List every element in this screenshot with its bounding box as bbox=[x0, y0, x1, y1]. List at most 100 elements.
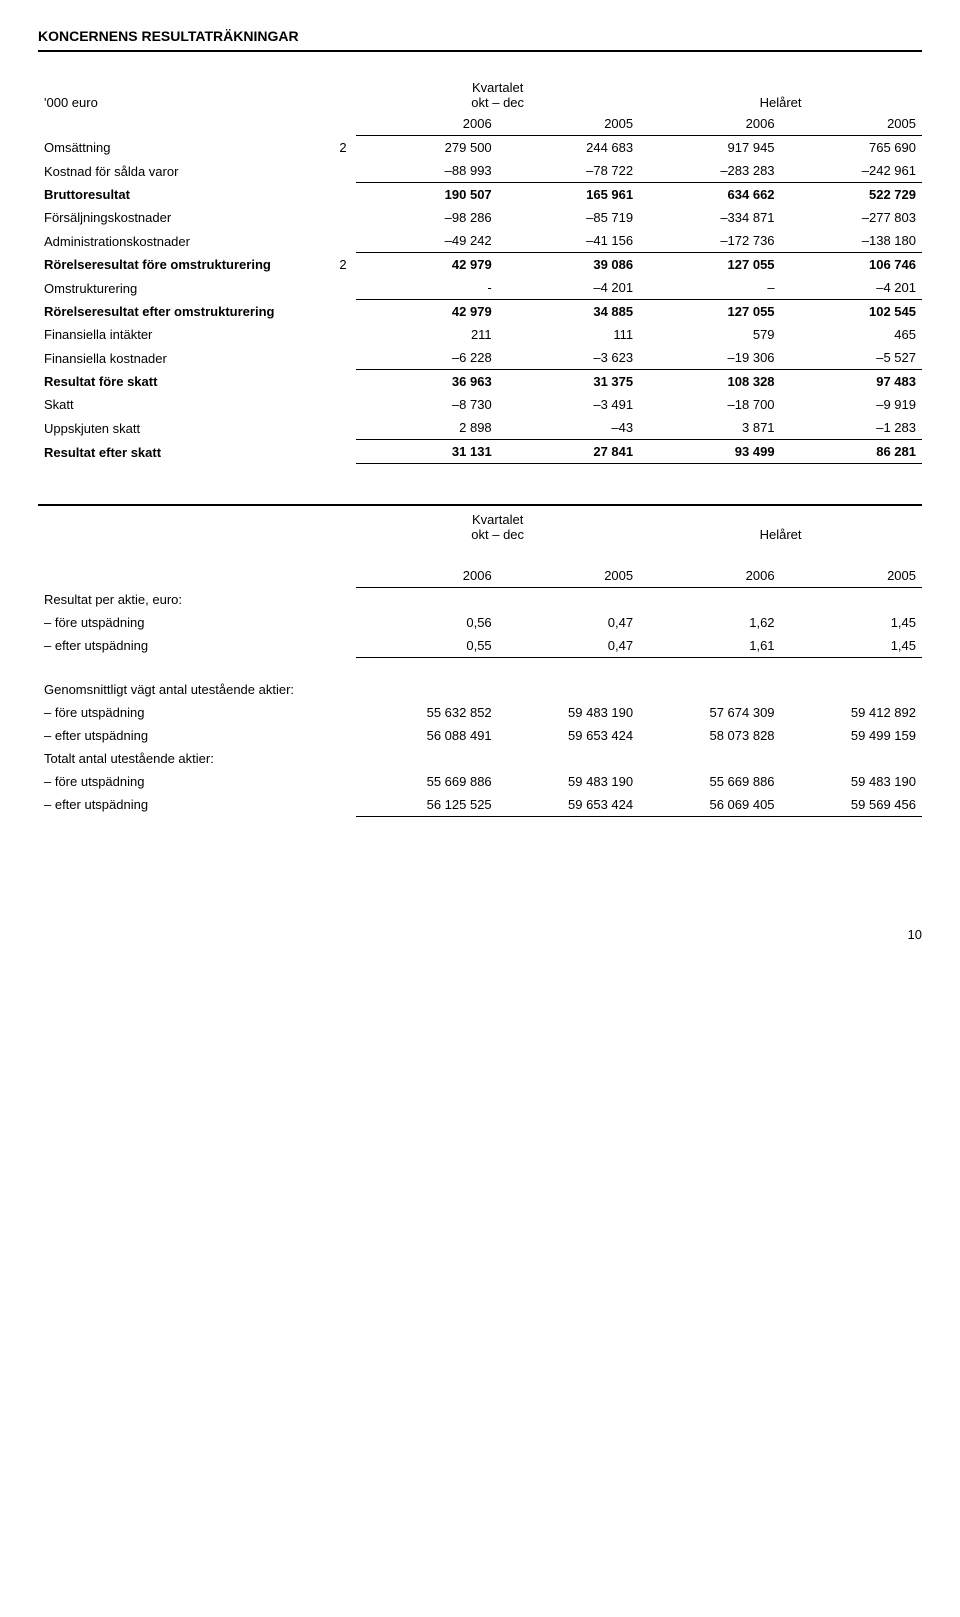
cell-value: 59 483 190 bbox=[498, 701, 639, 724]
eps-header: Resultat per aktie, euro: bbox=[38, 588, 330, 611]
cell-value: –172 736 bbox=[639, 229, 780, 253]
cell-value: –88 993 bbox=[356, 159, 497, 183]
cell-value: 211 bbox=[356, 323, 497, 346]
cell-value: 279 500 bbox=[356, 136, 497, 160]
page-title: KONCERNENS RESULTATRÄKNINGAR bbox=[38, 28, 922, 44]
row-note bbox=[330, 793, 357, 817]
cell-value: 2 898 bbox=[356, 416, 497, 440]
cell-value: 111 bbox=[498, 323, 639, 346]
cell-value: 0,56 bbox=[356, 611, 497, 634]
table-row: Omsättning2279 500244 683917 945765 690 bbox=[38, 136, 922, 160]
quarter-header: Kvartalet okt – dec bbox=[356, 76, 639, 112]
row-label: Resultat efter skatt bbox=[38, 440, 330, 464]
cell-value: 59 412 892 bbox=[781, 701, 922, 724]
cell-value: 59 483 190 bbox=[781, 770, 922, 793]
table-row: Försäljningskostnader–98 286–85 719–334 … bbox=[38, 206, 922, 229]
cell-value: –277 803 bbox=[781, 206, 922, 229]
row-label: – efter utspädning bbox=[38, 724, 330, 747]
table-row: Kostnad för sålda varor –88 993–78 722–28… bbox=[38, 159, 922, 183]
cell-value: 190 507 bbox=[356, 183, 497, 207]
col-year: 2005 bbox=[498, 564, 639, 588]
table-row: Omstrukturering-–4 201––4 201 bbox=[38, 276, 922, 300]
unit-label: '000 euro bbox=[38, 76, 330, 112]
cell-value: 1,45 bbox=[781, 611, 922, 634]
shares-total-header: Totalt antal utestående aktier: bbox=[38, 747, 330, 770]
cell-value: 59 483 190 bbox=[498, 770, 639, 793]
cell-value: 59 499 159 bbox=[781, 724, 922, 747]
cell-value: 3 871 bbox=[639, 416, 780, 440]
cell-value: –1 283 bbox=[781, 416, 922, 440]
cell-value: 579 bbox=[639, 323, 780, 346]
cell-value: 97 483 bbox=[781, 370, 922, 394]
row-label: Finansiella intäkter bbox=[38, 323, 330, 346]
row-label: Rörelseresultat efter omstrukturering bbox=[38, 300, 330, 324]
cell-value: 0,47 bbox=[498, 611, 639, 634]
col-year: 2006 bbox=[639, 564, 780, 588]
cell-value: –242 961 bbox=[781, 159, 922, 183]
cell-value: 56 069 405 bbox=[639, 793, 780, 817]
cell-value: – bbox=[639, 276, 780, 300]
cell-value: –4 201 bbox=[498, 276, 639, 300]
cell-value: 1,62 bbox=[639, 611, 780, 634]
row-note bbox=[330, 183, 357, 207]
cell-value: –19 306 bbox=[639, 346, 780, 370]
row-note bbox=[330, 393, 357, 416]
table-row: Rörelseresultat efter omstrukturering 42 … bbox=[38, 300, 922, 324]
cell-value: 0,47 bbox=[498, 634, 639, 658]
cell-value: 108 328 bbox=[639, 370, 780, 394]
table-row: Bruttoresultat190 507165 961634 662522 7… bbox=[38, 183, 922, 207]
cell-value: –3 491 bbox=[498, 393, 639, 416]
cell-value: 31 375 bbox=[498, 370, 639, 394]
table-row: Uppskjuten skatt 2 898–433 871–1 283 bbox=[38, 416, 922, 440]
table-row: Skatt–8 730–3 491–18 700–9 919 bbox=[38, 393, 922, 416]
cell-value: 127 055 bbox=[639, 300, 780, 324]
row-label: Uppskjuten skatt bbox=[38, 416, 330, 440]
table-row: – före utspädning 0,560,471,621,45 bbox=[38, 611, 922, 634]
eps-header-row: Resultat per aktie, euro: bbox=[38, 588, 922, 611]
table-row: – efter utspädning56 125 52559 653 42456… bbox=[38, 793, 922, 817]
row-label: – före utspädning bbox=[38, 701, 330, 724]
cell-value: –43 bbox=[498, 416, 639, 440]
cell-value: 465 bbox=[781, 323, 922, 346]
cell-value: 59 569 456 bbox=[781, 793, 922, 817]
row-label: Försäljningskostnader bbox=[38, 206, 330, 229]
table-row: Finansiella kostnader–6 228–3 623–19 306… bbox=[38, 346, 922, 370]
shares-weighted-header: Genomsnittligt vägt antal utestående akt… bbox=[38, 678, 330, 701]
eps-table: Kvartalet okt – dec Helåret 2006 2005 20… bbox=[38, 504, 922, 817]
cell-value: 57 674 309 bbox=[639, 701, 780, 724]
cell-value: –4 201 bbox=[781, 276, 922, 300]
cell-value: –85 719 bbox=[498, 206, 639, 229]
shares-total-header-row: Totalt antal utestående aktier: bbox=[38, 747, 922, 770]
row-label: Skatt bbox=[38, 393, 330, 416]
cell-value: 56 088 491 bbox=[356, 724, 497, 747]
quarter-header: Kvartalet okt – dec bbox=[356, 508, 639, 544]
row-note bbox=[330, 276, 357, 300]
table-row: – före utspädning55 669 88659 483 19055 … bbox=[38, 770, 922, 793]
row-note bbox=[330, 229, 357, 253]
cell-value: 42 979 bbox=[356, 300, 497, 324]
col-year: 2006 bbox=[639, 112, 780, 136]
cell-value: 165 961 bbox=[498, 183, 639, 207]
cell-value: –283 283 bbox=[639, 159, 780, 183]
cell-value: 39 086 bbox=[498, 253, 639, 277]
table-row: Finansiella intäkter 211111579465 bbox=[38, 323, 922, 346]
year-header-row: 2006 2005 2006 2005 bbox=[38, 564, 922, 588]
cell-value: 27 841 bbox=[498, 440, 639, 464]
row-label: – före utspädning bbox=[38, 611, 330, 634]
title-rule bbox=[38, 50, 922, 52]
row-label: Kostnad för sålda varor bbox=[38, 159, 330, 183]
cell-value: 634 662 bbox=[639, 183, 780, 207]
cell-value: –334 871 bbox=[639, 206, 780, 229]
cell-value: 86 281 bbox=[781, 440, 922, 464]
cell-value: 55 669 886 bbox=[639, 770, 780, 793]
cell-value: 244 683 bbox=[498, 136, 639, 160]
cell-value: 55 632 852 bbox=[356, 701, 497, 724]
cell-value: –78 722 bbox=[498, 159, 639, 183]
cell-value: - bbox=[356, 276, 497, 300]
row-note bbox=[330, 701, 357, 724]
table-row: Resultat före skatt36 96331 375108 32897… bbox=[38, 370, 922, 394]
cell-value: 56 125 525 bbox=[356, 793, 497, 817]
col-year: 2005 bbox=[781, 112, 922, 136]
row-label: Resultat före skatt bbox=[38, 370, 330, 394]
row-note bbox=[330, 440, 357, 464]
